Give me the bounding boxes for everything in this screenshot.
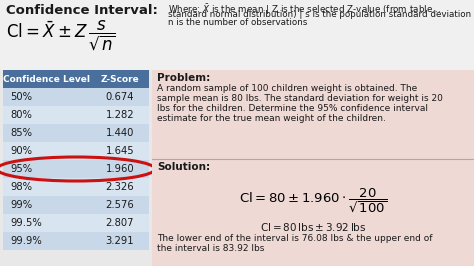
Text: 95%: 95% (10, 164, 32, 174)
Text: 85%: 85% (10, 128, 32, 138)
FancyBboxPatch shape (3, 178, 149, 196)
Text: 1.960: 1.960 (106, 164, 134, 174)
FancyBboxPatch shape (152, 70, 474, 159)
Text: sample mean is 80 lbs. The standard deviation for weight is 20: sample mean is 80 lbs. The standard devi… (157, 94, 443, 103)
Text: standard normal distribution) | s is the population standard deviation: standard normal distribution) | s is the… (168, 10, 471, 19)
Text: $\mathrm{Cl} = 80 \pm 1.960 \cdot \dfrac{20}{\sqrt{100}}$: $\mathrm{Cl} = 80 \pm 1.960 \cdot \dfrac… (239, 187, 387, 215)
Text: the interval is 83.92 lbs: the interval is 83.92 lbs (157, 244, 264, 253)
Text: $\mathrm{Cl} = \bar{X} \pm Z\,\dfrac{s}{\sqrt{n}}$: $\mathrm{Cl} = \bar{X} \pm Z\,\dfrac{s}{… (6, 18, 116, 52)
Text: Z-Score: Z-Score (100, 74, 139, 84)
Text: 3.291: 3.291 (106, 236, 134, 246)
FancyBboxPatch shape (3, 124, 149, 142)
Text: 98%: 98% (10, 182, 32, 192)
Text: A random sample of 100 children weight is obtained. The: A random sample of 100 children weight i… (157, 84, 417, 93)
FancyBboxPatch shape (3, 160, 149, 178)
Text: 99.9%: 99.9% (10, 236, 42, 246)
Text: 2.576: 2.576 (106, 200, 134, 210)
FancyBboxPatch shape (3, 232, 149, 250)
Text: 0.674: 0.674 (106, 92, 134, 102)
Text: lbs for the children. Determine the 95% confidence interval: lbs for the children. Determine the 95% … (157, 104, 428, 113)
Text: Confidence Interval:: Confidence Interval: (6, 4, 158, 17)
FancyBboxPatch shape (3, 142, 149, 160)
Text: 1.282: 1.282 (106, 110, 134, 120)
Text: Problem:: Problem: (157, 73, 210, 83)
Text: estimate for the true mean weight of the children.: estimate for the true mean weight of the… (157, 114, 386, 123)
FancyBboxPatch shape (3, 196, 149, 214)
FancyBboxPatch shape (0, 0, 474, 70)
Text: 2.807: 2.807 (106, 218, 134, 228)
Text: 99.5%: 99.5% (10, 218, 42, 228)
Text: n is the number of observations: n is the number of observations (168, 18, 307, 27)
Text: Solution:: Solution: (157, 162, 210, 172)
Text: 99%: 99% (10, 200, 32, 210)
FancyBboxPatch shape (3, 214, 149, 232)
FancyBboxPatch shape (3, 106, 149, 124)
Text: $\mathrm{Cl} = 80\,\mathrm{lbs} \pm 3.92\,\mathrm{lbs}$: $\mathrm{Cl} = 80\,\mathrm{lbs} \pm 3.92… (260, 221, 366, 233)
Text: Where: $\bar{X}$ is the mean | Z is the selected Z-value (from table...: Where: $\bar{X}$ is the mean | Z is the … (168, 2, 441, 17)
FancyBboxPatch shape (3, 70, 149, 88)
Text: 1.645: 1.645 (106, 146, 134, 156)
FancyBboxPatch shape (152, 159, 474, 266)
Text: 2.326: 2.326 (106, 182, 134, 192)
Text: 50%: 50% (10, 92, 32, 102)
Text: 80%: 80% (10, 110, 32, 120)
Text: 1.440: 1.440 (106, 128, 134, 138)
Text: The lower end of the interval is 76.08 lbs & the upper end of: The lower end of the interval is 76.08 l… (157, 234, 432, 243)
Text: 90%: 90% (10, 146, 32, 156)
Text: Confidence Level: Confidence Level (3, 74, 91, 84)
FancyBboxPatch shape (3, 88, 149, 106)
